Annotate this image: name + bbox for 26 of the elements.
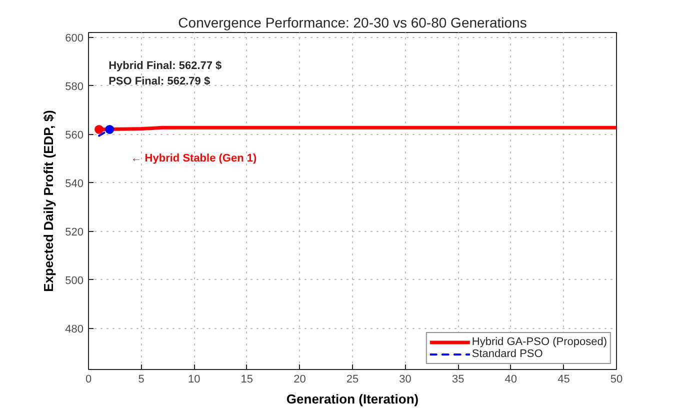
legend-label: Hybrid GA-PSO (Proposed) xyxy=(472,336,607,348)
legend-label: Standard PSO xyxy=(472,348,543,360)
x-tick-label: 40 xyxy=(504,374,518,386)
y-tick-label: 560 xyxy=(65,129,84,142)
x-tick-label: 50 xyxy=(610,374,623,386)
y-tick-label: 600 xyxy=(65,32,84,44)
x-tick-label: 30 xyxy=(399,374,412,386)
x-tick-label: 35 xyxy=(452,374,464,386)
annotation: Hybrid Final: 562.77 $ xyxy=(108,60,222,72)
chart-title: Convergence Performance: 20-30 vs 60-80 Generations xyxy=(178,14,527,30)
x-tick-label: 0 xyxy=(85,374,92,386)
x-tick-label: 15 xyxy=(240,374,254,386)
x-tick-label: 10 xyxy=(188,374,200,386)
y-tick-label: 580 xyxy=(65,80,84,93)
y-tick-label: 480 xyxy=(65,323,84,336)
x-tick-label: 20 xyxy=(294,374,306,386)
annotation: ← Hybrid Stable (Gen 1) xyxy=(130,152,257,165)
y-tick-label: 540 xyxy=(65,178,84,190)
y-tick-label: 500 xyxy=(65,274,84,287)
annotation: PSO Final: 562.79 $ xyxy=(108,75,210,88)
x-axis-title: Generation (Iteration) xyxy=(286,392,419,406)
x-tick-label: 45 xyxy=(558,374,570,386)
y-tick-label: 520 xyxy=(65,226,84,238)
x-tick-label: 25 xyxy=(346,374,359,386)
y-axis-title: Expected Daily Profit (EDP, $) xyxy=(41,110,56,292)
x-tick-label: 5 xyxy=(138,374,144,386)
